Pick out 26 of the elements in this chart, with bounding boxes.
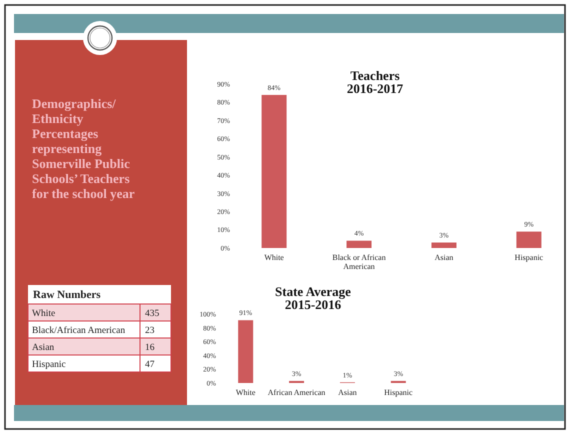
x-tick-label: Hispanic — [384, 388, 414, 397]
data-label: 16 — [145, 343, 155, 353]
category-label: Asian — [32, 343, 54, 353]
data-label: 435 — [145, 309, 160, 319]
x-tick-label: Black or African American — [332, 253, 386, 271]
chart-title: State Average — [275, 284, 352, 299]
text: Raw Numbers — [33, 289, 102, 301]
bar — [238, 320, 254, 383]
x-tick-label: White — [236, 388, 256, 397]
data-label: 23 — [145, 326, 155, 336]
data-label: 47 — [145, 360, 155, 370]
bar — [431, 242, 456, 248]
x-tick-label: Asian — [434, 253, 454, 262]
chart-subtitle: 2016-2017 — [346, 81, 404, 96]
chart-title: Teachers — [350, 68, 400, 83]
category-label: Hispanic — [32, 360, 66, 370]
x-tick-label: African American — [268, 388, 326, 397]
category-label: White — [32, 309, 56, 319]
x-tick-label: White — [264, 253, 284, 262]
category-label: Black/African American — [32, 326, 126, 336]
bar — [346, 240, 372, 248]
x-tick-label: Asian — [338, 388, 357, 397]
text: Demographics/ Ethnicity Percentages representing Somerville Public Schools’ Teachers for the school year — [32, 96, 135, 201]
bar — [516, 232, 542, 248]
x-tick-label: Hispanic — [514, 253, 544, 262]
bar — [262, 94, 287, 248]
